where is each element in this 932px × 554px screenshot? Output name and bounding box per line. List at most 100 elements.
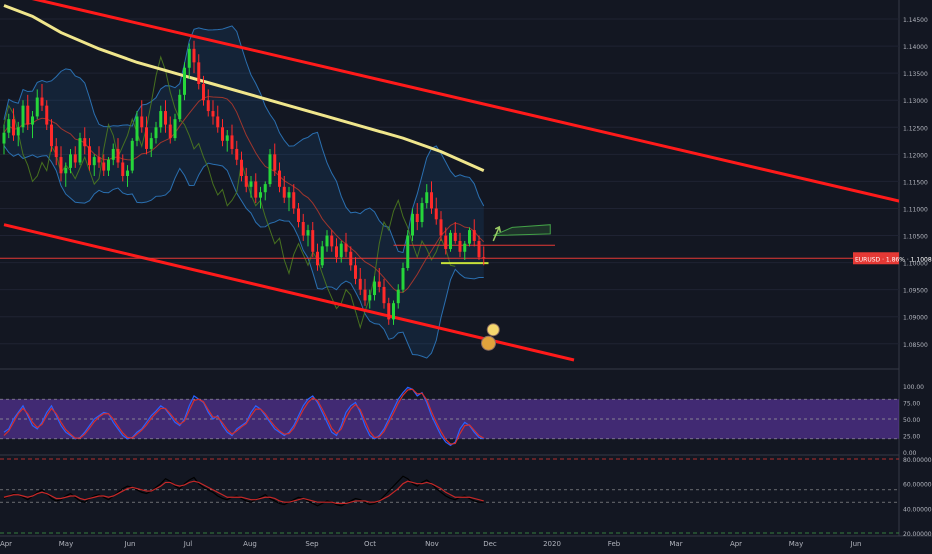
- time-tick-label: Feb: [608, 540, 621, 548]
- candle-body: [278, 170, 281, 187]
- candle-body: [116, 148, 120, 163]
- candle-body: [50, 124, 53, 147]
- candle-body: [330, 235, 334, 247]
- candle-body: [292, 192, 296, 209]
- upper-channel-line: [31, 0, 899, 203]
- candle-body: [221, 127, 224, 141]
- price-tick-label: 1.14000: [903, 44, 928, 51]
- candle-body: [173, 119, 177, 139]
- candle-body: [240, 159, 243, 176]
- candle-body: [111, 148, 115, 160]
- candle-body: [368, 295, 372, 301]
- candle-body: [21, 105, 25, 128]
- time-tick-label: Aug: [243, 540, 257, 548]
- candle-body: [197, 62, 201, 84]
- time-tick-label: Nov: [425, 540, 439, 548]
- candle-body: [273, 154, 277, 171]
- candle-body: [216, 116, 220, 128]
- candle-body: [411, 213, 414, 236]
- candle-body: [59, 157, 63, 174]
- rsi-signal-line: [3, 480, 484, 504]
- candle-body: [45, 105, 49, 125]
- candle-body: [97, 157, 101, 163]
- candle-body: [83, 138, 87, 147]
- candle-body: [88, 146, 91, 166]
- price-tick-label: 1.10500: [903, 234, 928, 241]
- price-pane: [0, 0, 899, 362]
- candle-body: [482, 257, 486, 259]
- candle-body: [145, 127, 148, 149]
- price-tick-label: 1.13000: [903, 98, 928, 105]
- candle-body: [225, 135, 229, 141]
- candle-body: [31, 116, 34, 125]
- candle-body: [244, 176, 248, 187]
- projection-arrow: [492, 226, 500, 242]
- rsi-tick-label: 60.00000: [903, 482, 932, 489]
- stochastic-d-line: [3, 388, 485, 445]
- candle-body: [358, 278, 362, 290]
- price-tick-label: 1.12000: [903, 152, 928, 159]
- candle-body: [463, 243, 467, 252]
- time-tick-label: Oct: [364, 540, 376, 548]
- candle-body: [159, 111, 163, 128]
- candle-body: [420, 203, 424, 222]
- candle-body: [320, 246, 324, 266]
- future-cloud: [493, 224, 551, 237]
- candle-body: [102, 162, 106, 171]
- candle-body: [192, 48, 196, 63]
- stochastic-tick-label: 50.00: [903, 417, 920, 424]
- candle-body: [439, 219, 443, 236]
- candle-body: [259, 192, 262, 198]
- candle-body: [154, 127, 158, 139]
- candle-body: [449, 232, 452, 250]
- candle-body: [401, 268, 405, 290]
- rsi-pane: [0, 458, 899, 534]
- candle-body: [249, 181, 253, 187]
- candle-body: [130, 140, 134, 171]
- candle-body: [287, 192, 291, 198]
- candle-body: [392, 303, 395, 320]
- time-tick-label: Mar: [669, 540, 682, 548]
- candle-body: [354, 265, 357, 279]
- candle-body: [78, 138, 82, 163]
- candle-body: [202, 84, 205, 101]
- time-tick-label: Jul: [183, 540, 193, 548]
- candle-body: [339, 243, 343, 258]
- candle-body: [306, 230, 310, 236]
- candle-body: [206, 100, 210, 112]
- time-tick-label: 2020: [543, 540, 561, 548]
- candle-body: [301, 222, 305, 236]
- candle-body: [458, 240, 462, 252]
- candle-body: [363, 289, 367, 301]
- candle-body: [406, 235, 410, 268]
- bollinger-fill: [4, 25, 484, 359]
- candle-body: [168, 124, 172, 139]
- candle-body: [263, 184, 267, 193]
- candle-body: [311, 230, 315, 252]
- candle-body: [453, 232, 457, 241]
- candle-body: [40, 97, 44, 106]
- candle-body: [344, 243, 348, 252]
- candle-body: [211, 111, 215, 117]
- candle-body: [430, 192, 433, 209]
- candle-body: [64, 167, 68, 174]
- price-tick-label: 1.08500: [903, 342, 928, 349]
- price-tick-label: 1.13500: [903, 71, 928, 78]
- projection-arrowhead: [494, 225, 501, 233]
- candle-body: [325, 235, 329, 247]
- dividend-icon: [486, 323, 500, 337]
- price-tick-label: 1.09500: [903, 288, 928, 295]
- earnings-icon: [481, 335, 496, 351]
- candle-body: [73, 154, 77, 163]
- price-tick-label: 1.11500: [903, 179, 928, 186]
- candle-body: [126, 170, 129, 176]
- price-tick-label: 1.14500: [903, 17, 928, 24]
- rsi-tick-label: 20.00000: [903, 531, 932, 538]
- candle-body: [164, 111, 167, 125]
- symbol-price-tag: [853, 252, 899, 265]
- rsi-tick-label: 80.00000: [903, 457, 932, 464]
